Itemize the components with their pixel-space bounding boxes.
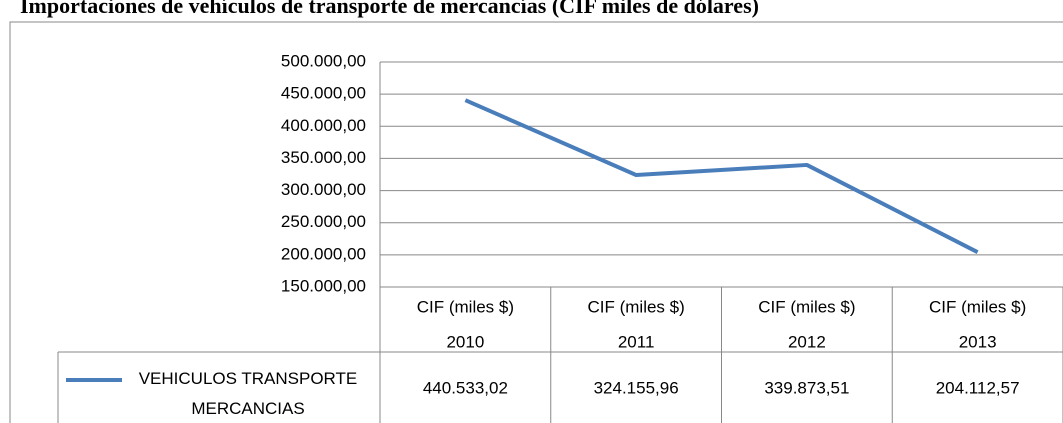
y-tick-label: 500.000,00 [281,51,366,70]
x-tick-label: CIF (miles $) [587,297,684,316]
table-value: 339.873,51 [764,378,849,397]
y-tick-label: 300.000,00 [281,180,366,199]
y-tick-label: 250.000,00 [281,212,366,231]
x-tick-label: CIF (miles $) [929,297,1026,316]
y-tick-label: 150.000,00 [281,276,366,295]
x-tick-label: 2011 [618,332,655,351]
x-tick-label: 2010 [446,332,484,351]
x-tick-label: 2012 [788,332,826,351]
table-value: 204.112,57 [936,378,1020,397]
table-value: 440.533,02 [423,378,508,397]
chart-border [9,21,1063,423]
x-tick-label: 2013 [959,332,997,351]
series-line [464,98,979,254]
chart-title: Importaciones de vehículos de transporte… [20,0,759,18]
y-tick-label: 200.000,00 [281,244,366,263]
table-value: 324.155,96 [594,378,679,397]
x-tick-label: CIF (miles $) [417,297,514,316]
y-tick-label: 450.000,00 [281,84,366,103]
y-tick-label: 350.000,00 [281,148,366,167]
legend-label: VEHICULOS TRANSPORTE MERCANCIAS [139,369,358,418]
y-tick-label: 400.000,00 [281,116,366,135]
x-tick-label: CIF (miles $) [758,297,855,316]
